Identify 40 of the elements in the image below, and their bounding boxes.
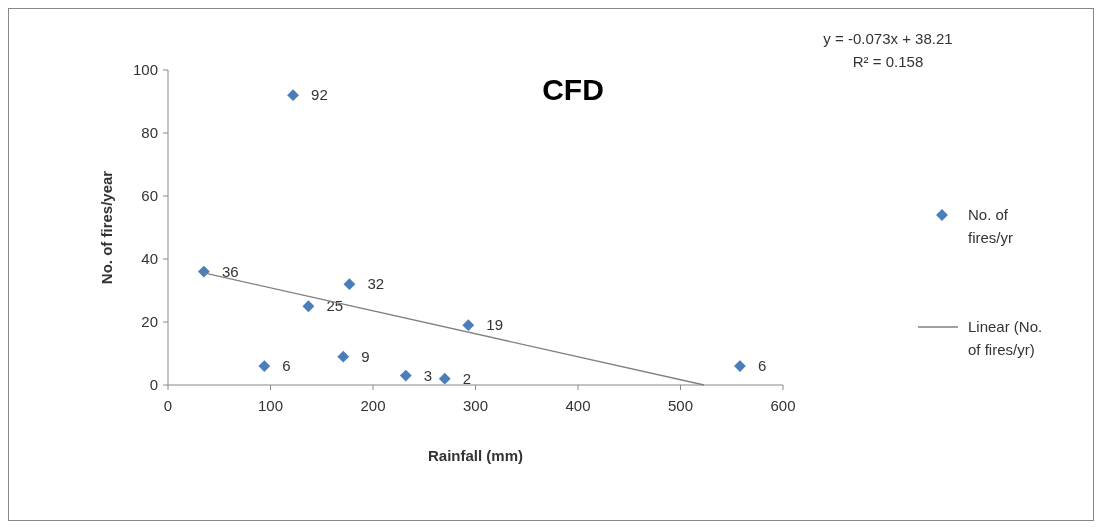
y-tick-label: 0 — [149, 376, 158, 393]
x-tick-label: 500 — [667, 397, 694, 414]
point — [258, 360, 271, 373]
data-label: 92 — [311, 86, 328, 104]
legend-label: Linear (No. of fires/yr) — [968, 318, 1043, 358]
y-tick-label: 60 — [141, 187, 158, 204]
y-tick-label: 100 — [132, 61, 158, 78]
data-label: 19 — [486, 316, 504, 334]
text: y = -0.073x + 38.21 — [823, 30, 953, 47]
point — [287, 89, 299, 102]
text: R² = 0.158 — [852, 53, 924, 70]
point — [337, 350, 350, 363]
y-tick-label: 80 — [141, 124, 158, 141]
point — [197, 265, 210, 278]
chart-title: CFD — [542, 73, 604, 106]
point — [343, 278, 356, 291]
x-tick-label: 300 — [462, 397, 489, 414]
y-tick-label: 20 — [141, 313, 158, 330]
point — [302, 300, 315, 313]
data-label: 36 — [221, 262, 239, 280]
legend-label: No. of fires/yr — [968, 206, 1013, 246]
x-axis-title: Rainfall (mm) — [427, 447, 524, 464]
data-label: 32 — [367, 275, 385, 293]
x-tick-label: 0 — [163, 397, 173, 414]
data-label: 25 — [326, 297, 344, 315]
data-label: 6 — [757, 357, 767, 375]
point — [438, 372, 451, 385]
x-tick-label: 200 — [360, 397, 386, 414]
point — [734, 360, 746, 373]
x-tick-label: 600 — [770, 397, 796, 414]
data-label: 6 — [282, 357, 291, 375]
point — [462, 319, 475, 332]
data-label: 2 — [462, 369, 472, 387]
x-tick-label: 100 — [257, 397, 284, 414]
x-tick-label: 400 — [565, 397, 591, 414]
data-label: 9 — [361, 347, 370, 365]
y-tick-label: 40 — [141, 250, 158, 267]
y-axis-title: No. of fires/year — [98, 170, 115, 285]
point — [399, 369, 412, 382]
data-label: 3 — [423, 366, 433, 384]
